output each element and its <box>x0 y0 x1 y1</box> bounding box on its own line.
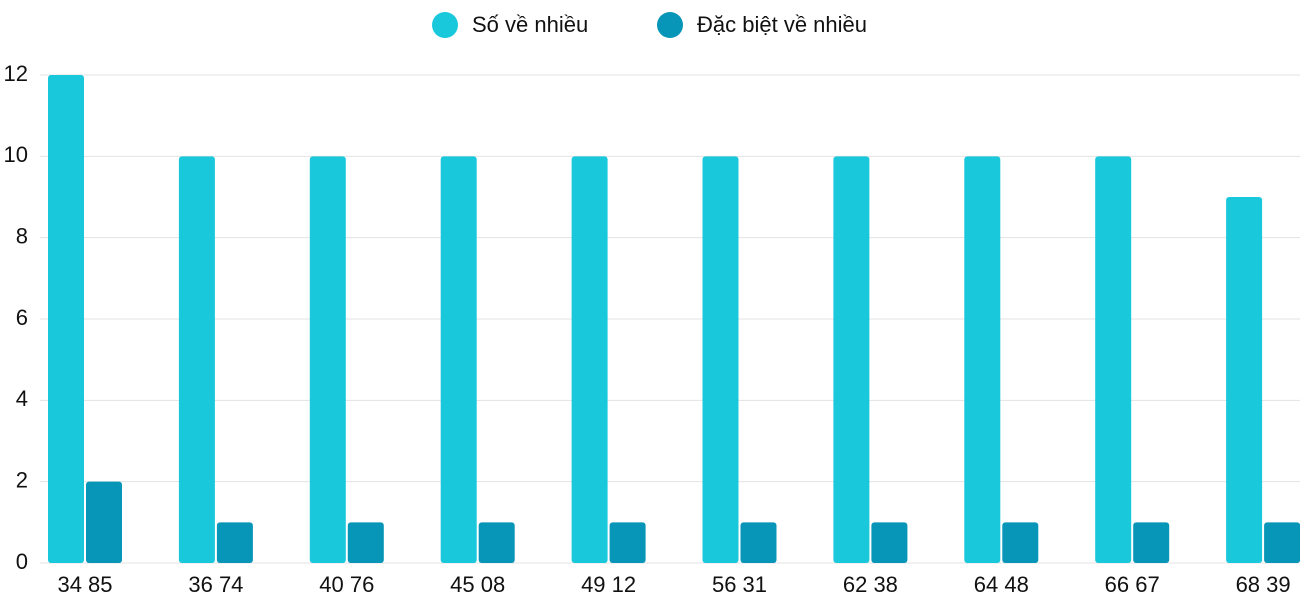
bar <box>609 522 646 563</box>
x-tick-label: 64 48 <box>974 572 1029 597</box>
bar <box>1226 197 1263 563</box>
bar <box>571 156 608 564</box>
bar <box>347 522 384 563</box>
bar <box>478 522 515 563</box>
bar <box>1002 522 1039 563</box>
bar <box>48 75 84 563</box>
bar <box>871 522 908 563</box>
bar <box>86 481 122 563</box>
bar <box>1095 156 1132 564</box>
bar <box>740 522 777 563</box>
bar <box>964 156 1001 564</box>
legend-marker <box>657 12 683 38</box>
x-tick-label: 40 76 <box>319 572 374 597</box>
y-tick-label: 8 <box>16 223 28 248</box>
bar <box>1133 522 1170 563</box>
y-tick-label: 2 <box>16 467 28 492</box>
bar <box>702 156 739 564</box>
bar <box>216 522 253 563</box>
legend-label: Số về nhiều <box>472 12 588 37</box>
x-tick-label: 34 85 <box>57 572 112 597</box>
x-tick-label: 36 74 <box>188 572 243 597</box>
y-tick-label: 0 <box>16 549 28 574</box>
y-tick-label: 10 <box>4 142 28 167</box>
x-tick-label: 56 31 <box>712 572 767 597</box>
legend-label: Đặc biệt về nhiều <box>697 12 867 37</box>
x-tick-label: 66 67 <box>1105 572 1160 597</box>
y-tick-label: 6 <box>16 305 28 330</box>
x-tick-label: 45 08 <box>450 572 505 597</box>
x-tick-label: 49 12 <box>581 572 636 597</box>
bar <box>178 156 215 564</box>
y-tick-label: 4 <box>16 386 28 411</box>
legend-marker <box>432 12 458 38</box>
y-tick-label: 12 <box>4 61 28 86</box>
bar <box>309 156 346 564</box>
bar <box>440 156 477 564</box>
bar <box>833 156 870 564</box>
x-tick-label: 68 39 <box>1236 572 1291 597</box>
bar <box>1264 522 1300 563</box>
x-tick-label: 62 38 <box>843 572 898 597</box>
